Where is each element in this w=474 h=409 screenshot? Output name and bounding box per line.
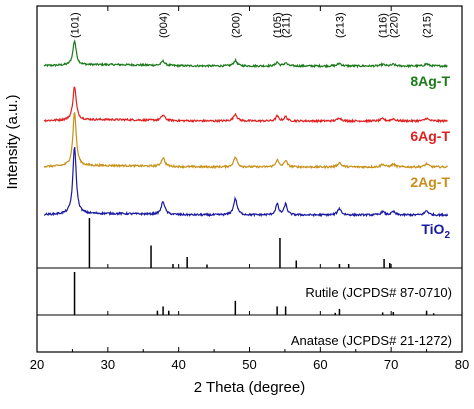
x-tick-label: 20 bbox=[30, 357, 44, 372]
peak-label: (004) bbox=[158, 12, 170, 38]
series-labels: 8Ag-T 6Ag-T 2Ag-T TiO2 bbox=[410, 73, 450, 241]
peak-label: (220) bbox=[388, 12, 400, 38]
series-layer bbox=[43, 39, 449, 218]
series-line bbox=[43, 147, 449, 218]
series-line bbox=[43, 112, 449, 170]
peak-label: (101) bbox=[70, 12, 82, 38]
x-tick-label: 60 bbox=[313, 357, 327, 372]
x-tick-label: 30 bbox=[101, 357, 115, 372]
reference-panels: Rutile (JCPDS# 87-0710) Anatase (JCPDS# 2… bbox=[73, 218, 452, 348]
y-axis-title: Intensity (a.u.) bbox=[4, 94, 21, 189]
plot-frame bbox=[36, 5, 463, 353]
series-label: 8Ag-T bbox=[410, 73, 450, 89]
series-line bbox=[43, 39, 448, 69]
peak-label: (105) bbox=[272, 12, 284, 38]
peak-label: (215) bbox=[422, 12, 434, 38]
series-label: TiO2 bbox=[421, 221, 450, 241]
peak-label: (211) bbox=[281, 13, 293, 38]
x-tick-label: 50 bbox=[242, 357, 256, 372]
reference-label: Anatase (JCPDS# 21-1272) bbox=[291, 333, 452, 348]
axes: 20 30 40 50 60 70 80 bbox=[30, 5, 469, 372]
reference-label: Rutile (JCPDS# 87-0710) bbox=[305, 285, 452, 300]
x-axis-title: 2 Theta (degree) bbox=[194, 379, 305, 396]
series-line bbox=[43, 86, 448, 124]
peak-label: (213) bbox=[334, 12, 346, 38]
x-tick-label: 80 bbox=[455, 357, 469, 372]
series-label: 6Ag-T bbox=[410, 128, 450, 144]
peak-label: (200) bbox=[230, 12, 242, 38]
peak-label: (116) bbox=[378, 13, 390, 38]
x-tick-label: 40 bbox=[171, 357, 185, 372]
x-tick-label: 70 bbox=[384, 357, 398, 372]
series-label: 2Ag-T bbox=[410, 174, 450, 190]
peak-labels: (101) (004) (200) (105)(211) (213) (116)(220)… bbox=[70, 12, 434, 38]
